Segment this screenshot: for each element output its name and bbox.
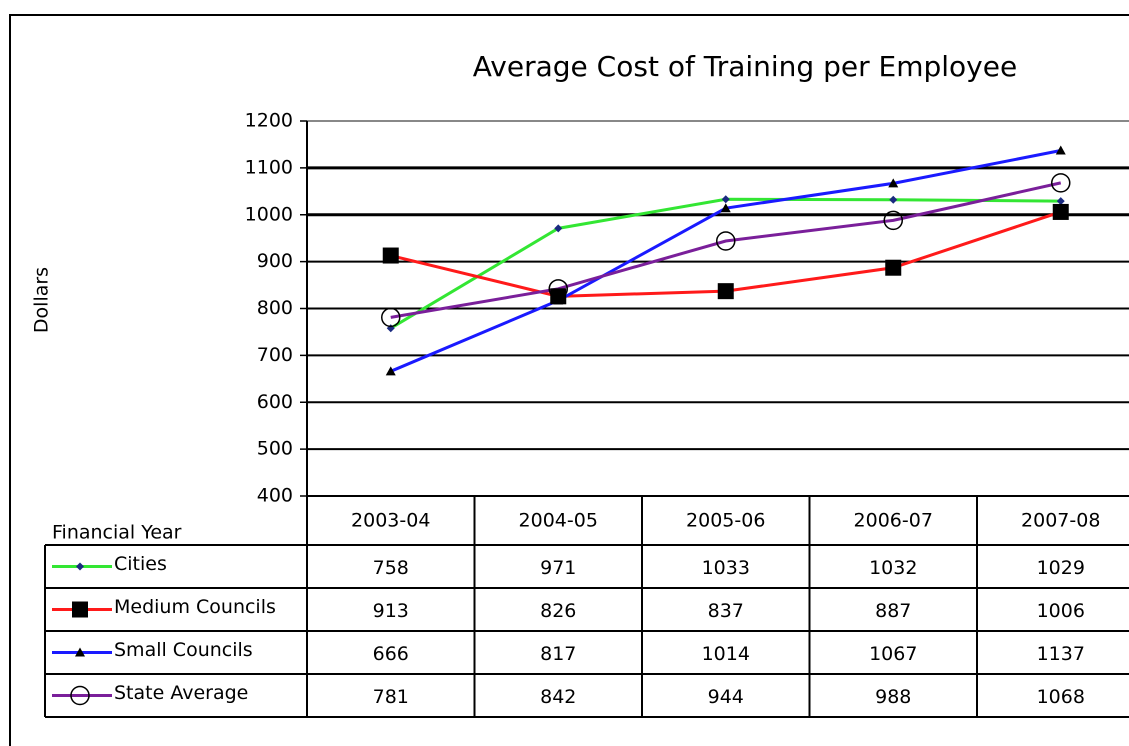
y-tick-label: 1200 [245,110,293,132]
table-cell: 666 [373,643,409,665]
marker [1052,203,1069,220]
table-cell: 971 [540,557,576,579]
marker [381,307,401,328]
legend-marker [70,685,90,706]
legend-label: Medium Councils [114,596,276,618]
marker [1051,173,1071,193]
legend-marker [75,647,85,657]
y-tick-label: 800 [257,297,293,319]
y-tick-label: 600 [257,391,293,413]
marker [720,203,731,213]
series-line [390,181,1062,319]
table-cell: 1137 [1037,643,1085,665]
legend-marker [72,601,88,618]
marker [1055,145,1066,155]
marker [1056,197,1065,206]
table-cell: 826 [540,600,576,622]
marker [716,231,736,251]
x-tick-label: 2006-07 [854,510,933,532]
table-cell: 842 [540,686,576,708]
legend-label: Cities [114,553,167,575]
marker [717,283,734,300]
marker [883,210,903,231]
table-cell: 1014 [702,643,750,665]
y-axis-label: Dollars [31,267,53,333]
marker [554,224,563,233]
y-tick-label: 1000 [245,203,293,225]
legend-label: Small Councils [114,639,253,661]
table-cell: 1032 [869,557,917,579]
table-cell: 1029 [1037,557,1085,579]
x-tick-label: 2007-08 [1021,510,1100,532]
table-cell: 837 [708,600,744,622]
chart-border [9,14,1129,746]
table-cell: 758 [373,557,409,579]
y-tick-label: 500 [257,438,293,460]
table-cell: 988 [875,686,911,708]
table-cell: 1006 [1037,600,1085,622]
table-cell: 781 [373,686,409,708]
marker [382,247,399,264]
marker [553,295,564,305]
y-tick-label: 1100 [245,156,293,178]
chart-title: Average Cost of Training per Employee [473,50,1017,83]
marker [885,259,902,276]
table-cell: 944 [708,686,744,708]
marker [548,279,568,299]
x-axis-label: Financial Year [52,522,182,544]
x-tick-label: 2004-05 [519,510,598,532]
legend-label: State Average [114,682,248,704]
y-tick-label: 900 [257,250,293,272]
table-cell: 1068 [1037,686,1085,708]
table-cell: 913 [373,600,409,622]
table-cell: 1067 [869,643,917,665]
marker [889,195,898,204]
marker [721,195,730,204]
table-cell: 887 [875,600,911,622]
table-cell: 817 [540,643,576,665]
legend-marker [76,562,84,571]
x-tick-label: 2005-06 [686,510,765,532]
table-cell: 1033 [702,557,750,579]
marker [888,178,899,188]
y-tick-label: 400 [257,485,293,507]
y-tick-label: 700 [257,344,293,366]
x-tick-label: 2003-04 [351,510,430,532]
marker [385,366,396,376]
